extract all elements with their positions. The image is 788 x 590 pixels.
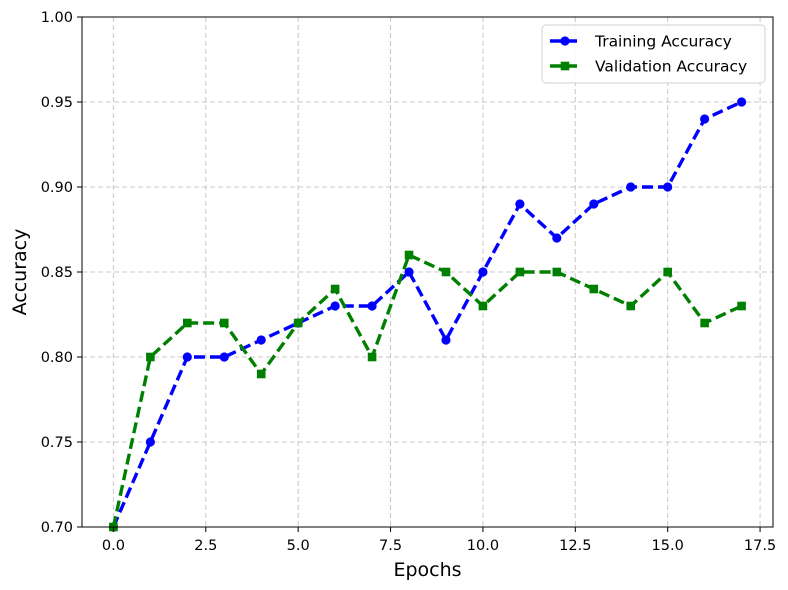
- y-tick-label: 0.70: [41, 520, 73, 536]
- training-accuracy-point: [404, 267, 414, 277]
- validation-accuracy-point: [626, 301, 636, 311]
- y-tick-label: 0.75: [41, 435, 73, 451]
- training-accuracy-point: [478, 267, 488, 277]
- training-accuracy-point: [441, 335, 451, 345]
- training-accuracy-legend-label: Training Accuracy: [594, 33, 732, 51]
- validation-accuracy-point: [367, 352, 377, 362]
- y-tick-label: 0.95: [41, 95, 73, 111]
- x-tick-label: 12.5: [559, 538, 591, 554]
- training-accuracy-point: [700, 114, 710, 124]
- validation-accuracy-point: [146, 352, 155, 362]
- training-accuracy-point: [182, 352, 192, 362]
- ticks: 0.0 2.5 5.0 7.5 10.0 12.5 15.0 17.5 0.70 0.75 0.80…: [41, 10, 777, 554]
- x-tick-label: 2.5: [194, 538, 217, 554]
- validation-accuracy-point: [441, 267, 451, 277]
- training-accuracy-point: [256, 335, 266, 345]
- training-accuracy-point: [736, 97, 747, 107]
- validation-accuracy-point: [293, 318, 303, 328]
- training-accuracy-point: [219, 352, 229, 362]
- training-accuracy-point: [367, 301, 377, 311]
- training-accuracy-point: [626, 182, 636, 192]
- y-tick-label: 0.90: [41, 180, 73, 196]
- validation-accuracy-point: [515, 267, 525, 277]
- x-tick-label: 15.0: [652, 538, 684, 554]
- training-accuracy-point: [552, 233, 562, 243]
- training-accuracy-point: [663, 182, 673, 192]
- training-accuracy-point: [589, 199, 599, 209]
- validation-accuracy-point: [330, 284, 340, 294]
- validation-accuracy-line: [111, 253, 743, 528]
- y-tick-label: 0.85: [41, 265, 73, 281]
- validation-accuracy-point: [183, 318, 192, 328]
- legend: Training Accuracy Validation Accuracy: [541, 24, 766, 84]
- validation-accuracy-point: [256, 369, 266, 379]
- x-tick-label: 10.0: [467, 538, 499, 554]
- x-axis-label: Epochs: [393, 559, 461, 581]
- x-tick-label: 17.5: [744, 538, 776, 554]
- x-tick-label: 5.0: [287, 538, 310, 554]
- y-axis-label: Accuracy: [9, 229, 31, 316]
- x-tick-label: 0.0: [102, 538, 125, 554]
- validation-accuracy-point: [663, 267, 672, 277]
- validation-accuracy-point: [404, 250, 414, 260]
- legend-box: [541, 24, 766, 84]
- training-accuracy-point: [330, 301, 340, 311]
- x-tick-label: 7.5: [379, 538, 402, 554]
- training-accuracy-point: [515, 199, 525, 209]
- validation-accuracy-point: [700, 318, 709, 328]
- validation-accuracy-legend-label: Validation Accuracy: [595, 58, 747, 76]
- y-tick-label: 1.00: [41, 10, 73, 26]
- validation-accuracy-legend-marker: [560, 61, 570, 71]
- validation-accuracy-point: [478, 301, 488, 311]
- validation-accuracy-point: [219, 318, 229, 328]
- validation-accuracy-point: [552, 267, 562, 277]
- validation-accuracy-point: [737, 301, 746, 311]
- training-accuracy-line: [111, 100, 743, 528]
- y-tick-label: 0.80: [41, 350, 73, 366]
- training-accuracy-legend-marker: [560, 36, 570, 46]
- training-accuracy-point: [145, 437, 155, 447]
- validation-accuracy-point: [589, 284, 599, 294]
